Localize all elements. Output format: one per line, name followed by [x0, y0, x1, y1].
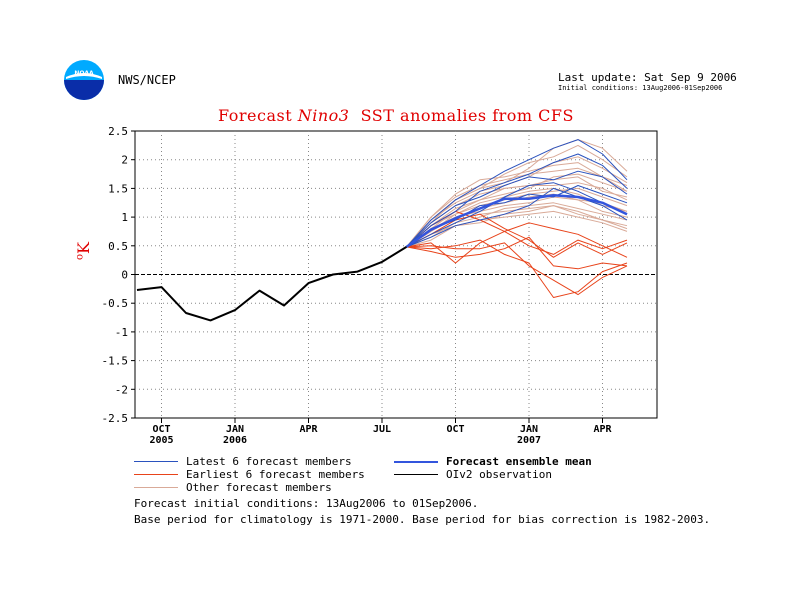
series-line-observation	[136, 246, 408, 322]
y-tick-label: -1	[115, 326, 128, 339]
grid	[135, 131, 657, 418]
y-axis: 2.5 2 1.5 1 0.5 0 -0.5 -1 -1.5 -2 -2.5	[102, 125, 135, 425]
x-tick-label: APR	[299, 424, 318, 435]
series-line-latest	[406, 170, 628, 248]
legend-other-label: Other forecast members	[186, 481, 332, 494]
x-year-label: 2006	[223, 435, 247, 446]
series-line-other	[406, 210, 628, 248]
y-tick-label: 2	[121, 154, 128, 167]
legend-earliest-label: Earliest 6 forecast members	[186, 468, 365, 481]
footnote-base-period: Base period for climatology is 1971-2000…	[134, 513, 711, 526]
series-line-earliest	[406, 242, 628, 296]
legend-latest-swatch	[134, 461, 178, 462]
legend-obs-label: OIv2 observation	[446, 468, 552, 481]
series-line-other	[406, 162, 628, 248]
x-tick-label: JAN	[226, 424, 244, 435]
series-line-earliest	[406, 239, 628, 298]
legend-mean-label: Forecast ensemble mean	[446, 455, 592, 468]
title-prefix: Forecast	[218, 106, 293, 125]
legend-earliest-swatch	[134, 474, 178, 475]
y-tick-label: -0.5	[102, 297, 129, 310]
series-line-earliest	[406, 213, 628, 258]
series-line-latest	[406, 139, 628, 248]
x-tick-label: OCT	[152, 424, 170, 435]
legend-earliest: Earliest 6 forecast members	[134, 468, 365, 481]
legend-latest: Latest 6 forecast members	[134, 455, 352, 468]
y-tick-label: 0.5	[108, 240, 128, 253]
series-ensemble-mean	[405, 194, 628, 248]
legend-other: Other forecast members	[134, 481, 332, 494]
series-line-mean	[405, 194, 628, 248]
y-tick-label: -2.5	[102, 412, 129, 425]
y-tick-label: 1	[121, 211, 128, 224]
series-latest-members	[406, 139, 628, 248]
y-tick-label: -2	[115, 383, 128, 396]
y-axis-label: oK	[74, 242, 93, 260]
series-line-latest	[406, 153, 628, 248]
legend-mean: Forecast ensemble mean	[394, 455, 592, 468]
title-suffix: SST anomalies from CFS	[360, 106, 574, 125]
x-tick-label: OCT	[446, 424, 464, 435]
series-line-latest	[406, 187, 628, 248]
legend-other-swatch	[134, 487, 178, 488]
x-tick-label: JAN	[520, 424, 538, 435]
legend-obs: OIv2 observation	[394, 468, 552, 481]
series-line-earliest	[406, 230, 628, 264]
y-tick-label: -1.5	[102, 355, 129, 368]
series-line-other	[406, 187, 628, 248]
series-observation	[136, 246, 408, 322]
logo-text: NOAA	[74, 70, 94, 77]
last-update: Last update: Sat Sep 9 2006	[558, 71, 737, 84]
noaa-logo: NOAA	[64, 60, 104, 100]
x-year-label: 2007	[517, 435, 541, 446]
series-line-other	[406, 167, 628, 248]
legend-latest-label: Latest 6 forecast members	[186, 455, 352, 468]
title-region: Nino3	[297, 106, 350, 125]
legend-mean-swatch	[394, 460, 438, 463]
y-tick-label: 0	[121, 269, 128, 282]
y-tick-label: 2.5	[108, 125, 128, 138]
x-tick-label: JUL	[373, 424, 391, 435]
series-line-other	[406, 205, 628, 248]
agency-label: NWS/NCEP	[118, 73, 176, 87]
x-year-label: 2005	[149, 435, 173, 446]
series-line-latest	[406, 182, 628, 248]
y-tick-label: 1.5	[108, 182, 128, 195]
initial-conditions-header: Initial conditions: 13Aug2006-01Sep2006	[558, 84, 723, 92]
x-tick-label: APR	[593, 424, 612, 435]
series-line-earliest	[406, 236, 628, 270]
footnote-initial-conditions: Forecast initial conditions: 13Aug2006 t…	[134, 497, 479, 510]
chart-title: Forecast Nino3 SST anomalies from CFS	[0, 106, 792, 125]
legend-obs-swatch	[394, 474, 438, 475]
